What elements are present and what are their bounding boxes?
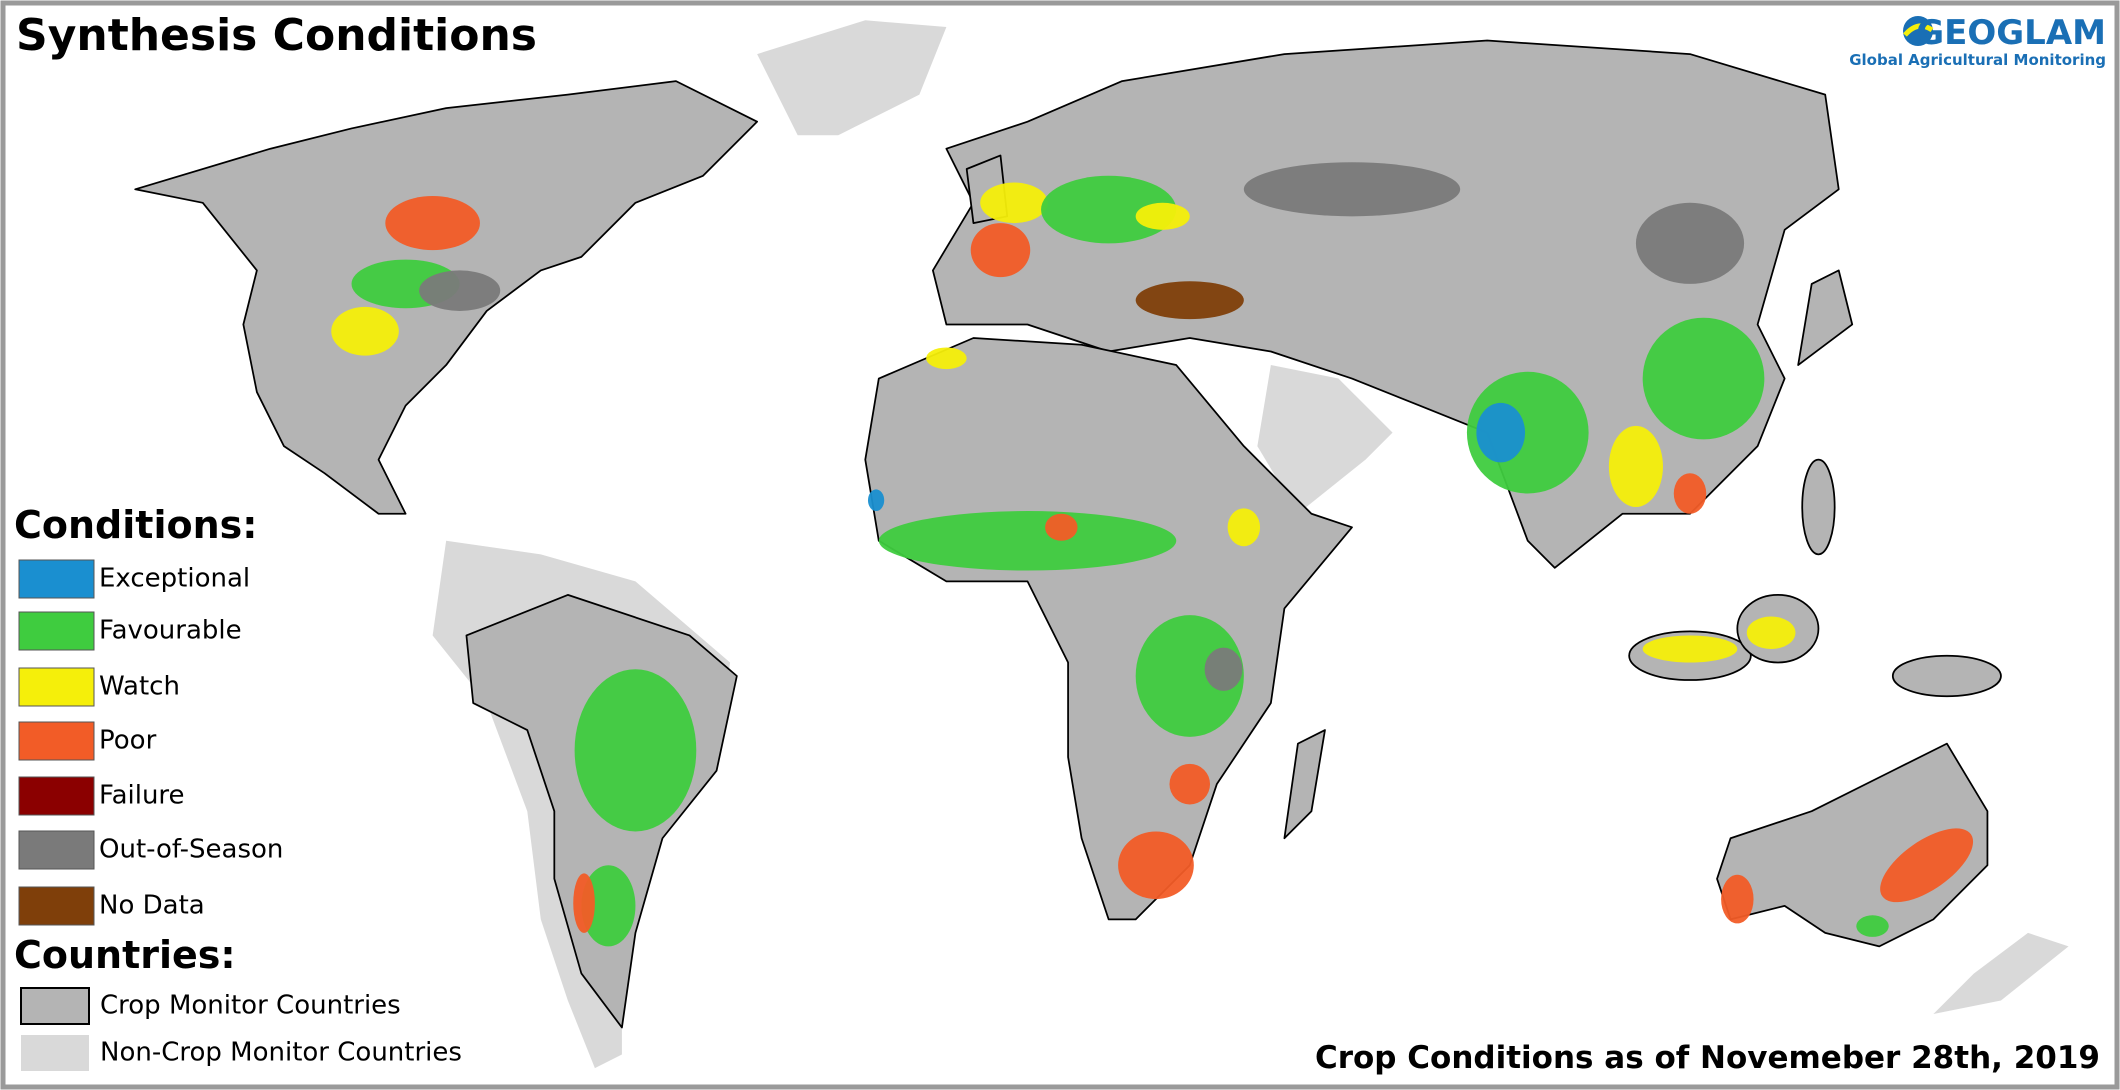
legend-swatch xyxy=(18,611,95,651)
legend-label: Watch xyxy=(99,672,180,702)
legend-label: Exceptional xyxy=(99,564,250,594)
eurasia xyxy=(932,39,1840,569)
legend-heading: Conditions: xyxy=(14,503,257,547)
legend-swatch xyxy=(18,559,95,599)
condition-area xyxy=(1243,162,1461,217)
condition-area xyxy=(867,489,885,512)
condition-area xyxy=(970,223,1031,278)
condition-areas xyxy=(331,162,1974,947)
condition-area xyxy=(1041,175,1177,244)
condition-area xyxy=(574,669,697,832)
legend: Conditions: Exceptional Favourable Watch Poo… xyxy=(14,503,462,1071)
legend-label: Out-of-Season xyxy=(99,835,283,865)
condition-area xyxy=(1608,425,1663,507)
logo: GEOGLAM Global Agricultural Monitoring xyxy=(1849,13,2106,69)
condition-area xyxy=(1880,828,1974,903)
condition-area xyxy=(1135,281,1244,320)
condition-area xyxy=(581,865,636,947)
logo-icon xyxy=(1903,16,1933,46)
philippines xyxy=(1801,458,1836,556)
legend-label: No Data xyxy=(99,891,205,921)
condition-area xyxy=(1466,371,1589,494)
condition-area xyxy=(419,270,501,311)
arabia xyxy=(1257,365,1393,514)
condition-area xyxy=(573,873,595,933)
greenland xyxy=(757,20,947,136)
condition-area xyxy=(1045,513,1078,541)
legend-swatch xyxy=(18,886,95,926)
japan xyxy=(1797,269,1854,366)
condition-area xyxy=(1204,647,1243,691)
condition-area xyxy=(1135,202,1190,230)
condition-area xyxy=(1856,915,1889,937)
logo-subtitle: Global Agricultural Monitoring xyxy=(1849,51,2106,69)
legend-label: Favourable xyxy=(99,616,242,646)
condition-area xyxy=(1673,473,1707,514)
condition-area xyxy=(1118,831,1194,900)
world-map xyxy=(134,20,2069,1069)
legend-label: Poor xyxy=(99,726,157,756)
madagascar xyxy=(1283,729,1326,840)
condition-area xyxy=(980,182,1048,224)
legend-label: Crop Monitor Countries xyxy=(100,991,401,1021)
logo-name: GEOGLAM xyxy=(1916,13,2106,53)
condition-area xyxy=(878,511,1177,571)
legend-heading: Countries: xyxy=(14,933,236,977)
condition-area xyxy=(1746,616,1796,649)
condition-area xyxy=(1135,615,1244,737)
legend-swatch xyxy=(18,667,95,707)
legend-label: Failure xyxy=(99,781,185,811)
condition-area xyxy=(385,196,480,251)
legend-swatch xyxy=(18,776,95,816)
condition-area xyxy=(331,306,399,356)
legend-swatch xyxy=(21,1035,89,1071)
legend-swatch xyxy=(18,830,95,870)
footer-date: Crop Conditions as of Novemeber 28th, 20… xyxy=(1315,1040,2100,1076)
condition-area xyxy=(926,347,967,370)
condition-area xyxy=(1642,635,1738,663)
condition-area xyxy=(1635,202,1745,284)
new-zealand xyxy=(1933,932,2069,1014)
condition-area xyxy=(1642,317,1765,440)
condition-area xyxy=(1721,874,1754,924)
logo-icon-swoosh xyxy=(1903,23,1934,37)
legend-swatch xyxy=(18,721,95,761)
condition-area xyxy=(1227,508,1261,547)
map-title: Synthesis Conditions xyxy=(16,10,537,61)
legend-label: Non-Crop Monitor Countries xyxy=(100,1038,462,1068)
legend-swatch xyxy=(20,987,90,1025)
new-guinea xyxy=(1891,654,2002,698)
condition-area xyxy=(1169,763,1211,805)
condition-area xyxy=(1476,402,1526,463)
